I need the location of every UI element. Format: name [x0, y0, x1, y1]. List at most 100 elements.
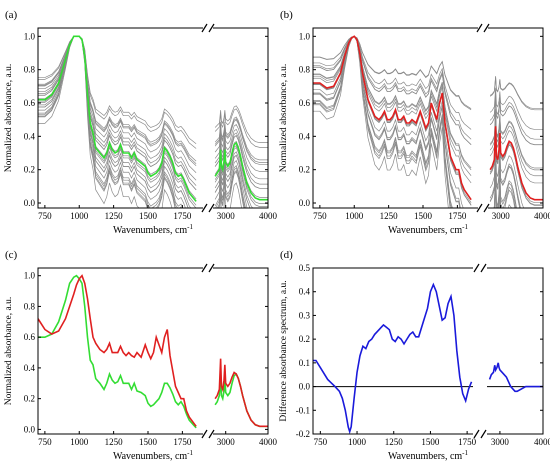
series-line — [313, 282, 473, 434]
y-tick-label: 0.0 — [24, 198, 36, 208]
x-tick-label: 1250 — [380, 211, 399, 221]
axis-break-mark — [473, 429, 480, 439]
series-line — [214, 358, 268, 428]
sample-spectrum — [214, 128, 268, 180]
x-tick-label: 1000 — [345, 211, 364, 221]
y-tick-label: 0.4 — [299, 287, 311, 297]
sample-spectrum — [489, 180, 543, 208]
series-line — [214, 141, 268, 201]
x-tick-label: 1500 — [414, 211, 433, 221]
axis-break-mark — [208, 23, 215, 33]
axis-frame — [488, 27, 544, 209]
axis-frame — [487, 267, 544, 435]
x-tick-label: 4000 — [259, 211, 278, 221]
x-tick-label: 1750 — [173, 211, 192, 221]
x-axis-label: Wavenumbers, cm-1 — [388, 449, 469, 462]
x-axis-label: Wavenumbers, cm-1 — [388, 223, 469, 236]
y-tick-label: -0.1 — [296, 405, 310, 415]
plot-area — [38, 35, 268, 208]
plot-area — [313, 282, 543, 434]
axis-break-mark — [483, 203, 490, 213]
panel-label: (a) — [5, 9, 18, 21]
y-axis-label: Normalized absorbance, a.u. — [4, 297, 14, 405]
x-tick-label: 1500 — [139, 211, 158, 221]
x-tick-label: 1500 — [421, 437, 440, 447]
y-axis-label: Normalized absorbance, a.u. — [4, 64, 14, 172]
sample-spectrum — [214, 108, 268, 148]
axis-break-mark — [480, 263, 487, 273]
x-tick-label: 1250 — [105, 211, 124, 221]
axis-break-mark — [201, 429, 208, 439]
y-axis-label: Normalized absorbance, a.u. — [279, 64, 289, 172]
sample-spectrum — [38, 35, 197, 145]
x-tick-label: 750 — [314, 437, 328, 447]
x-tick-label: 1750 — [173, 437, 192, 447]
sample-spectrum — [38, 35, 197, 181]
x-axis-label: Wavenumbers, cm-1 — [113, 449, 194, 462]
axis-break-mark — [208, 429, 215, 439]
axis-break-mark — [201, 23, 208, 33]
axis-frame — [312, 267, 473, 435]
series-line — [489, 126, 543, 201]
plot-area — [38, 274, 268, 429]
x-tick-label: 1250 — [385, 437, 404, 447]
y-tick-label: 0.8 — [299, 65, 311, 75]
series-line — [313, 35, 472, 201]
sample-spectrum — [38, 35, 197, 162]
y-tick-label: 0.4 — [299, 131, 311, 141]
axis-break-mark — [476, 203, 483, 213]
y-tick-label: 1.0 — [24, 271, 36, 281]
x-tick-label: 750 — [38, 211, 52, 221]
y-tick-label: -0.2 — [296, 429, 310, 439]
x-tick-label: 1000 — [70, 211, 89, 221]
panel-3: (c) 0.0 0.2 0.4 0.6 0.8 1.0 750 1000 1250 1500 1750… — [4, 249, 278, 462]
y-tick-label: 0.4 — [24, 131, 36, 141]
y-tick-label: 0.6 — [299, 98, 311, 108]
x-tick-label: 4000 — [259, 437, 278, 447]
y-tick-label: 0.6 — [24, 332, 36, 342]
x-tick-label: 750 — [38, 437, 52, 447]
y-tick-label: 0.8 — [24, 65, 36, 75]
x-tick-label: 750 — [313, 211, 327, 221]
panel-label: (d) — [280, 249, 293, 261]
x-tick-label: 1000 — [348, 437, 367, 447]
sample-spectrum — [214, 169, 268, 208]
axis-break-mark — [201, 203, 208, 213]
x-tick-label: 3000 — [217, 437, 236, 447]
series-line — [38, 35, 197, 202]
y-tick-label: 0.2 — [299, 334, 310, 344]
sample-spectrum — [214, 105, 268, 144]
y-tick-label: 1.0 — [299, 31, 311, 41]
y-tick-label: 0.2 — [299, 165, 310, 175]
x-tick-label: 4000 — [534, 437, 550, 447]
axis-break-mark — [483, 23, 490, 33]
y-tick-label: 0.2 — [24, 165, 35, 175]
y-tick-label: 0.4 — [24, 363, 36, 373]
y-tick-label: 0.0 — [24, 424, 36, 434]
x-axis-label: Wavenumbers, cm-1 — [113, 223, 194, 236]
x-tick-label: 1750 — [448, 211, 467, 221]
sample-spectrum — [489, 96, 543, 146]
y-tick-label: 0.1 — [299, 358, 310, 368]
sample-spectrum — [214, 182, 268, 208]
x-tick-label: 1750 — [458, 437, 477, 447]
panel-2: (b) 0.0 0.2 0.4 0.6 0.8 1.0 750 1000 1250 1500 1750… — [279, 9, 550, 236]
sample-spectrum — [489, 76, 543, 110]
y-tick-label: 0.3 — [299, 310, 311, 320]
axis-break-mark — [208, 203, 215, 213]
axis-frame — [312, 27, 478, 209]
y-tick-label: 0.5 — [299, 263, 311, 273]
x-tick-label: 3000 — [491, 437, 510, 447]
y-tick-label: 0.6 — [24, 98, 36, 108]
y-tick-label: 0.0 — [299, 198, 311, 208]
y-axis-label: Difference absorbance spectrum, a.u. — [278, 280, 289, 421]
x-tick-label: 3000 — [217, 211, 236, 221]
x-tick-label: 3000 — [492, 211, 511, 221]
x-tick-label: 1250 — [105, 437, 124, 447]
axis-frame — [37, 27, 203, 209]
x-tick-label: 1000 — [70, 437, 89, 447]
axis-frame — [213, 27, 269, 209]
axis-break-mark — [208, 263, 215, 273]
panel-label: (c) — [5, 249, 18, 261]
